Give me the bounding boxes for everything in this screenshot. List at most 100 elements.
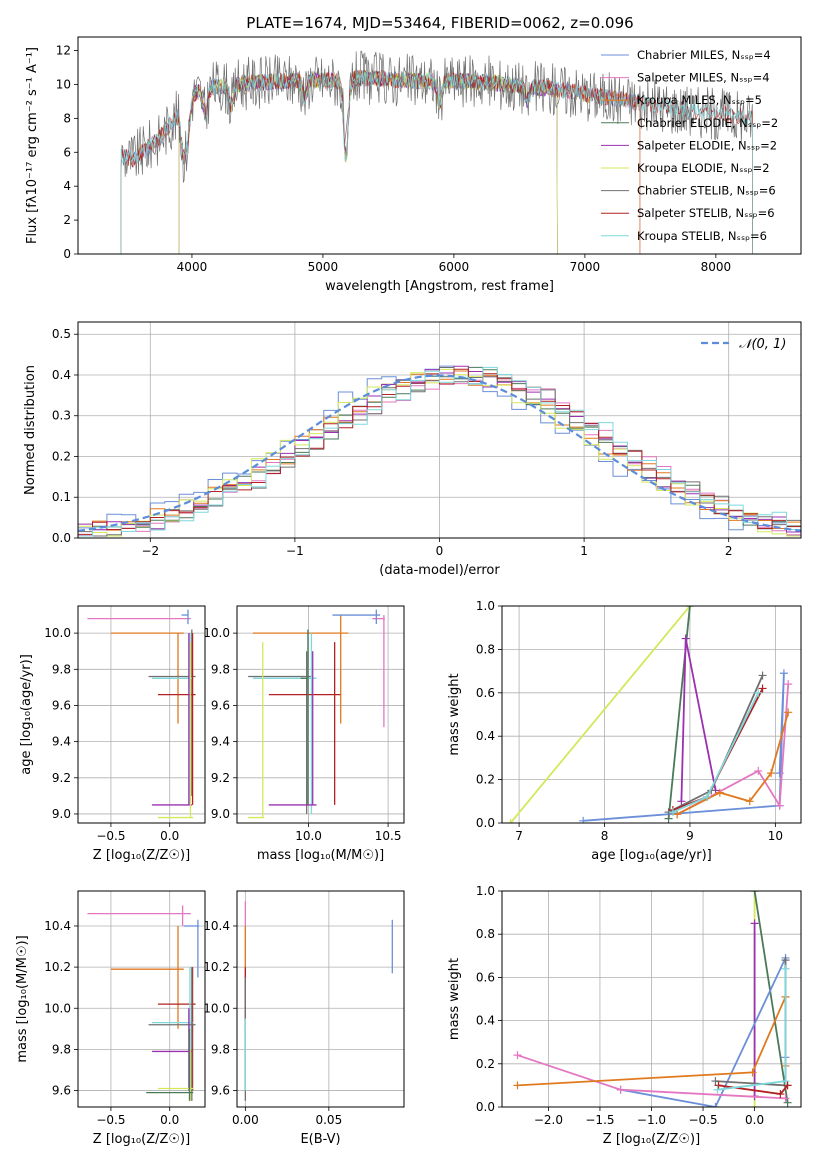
mass-vs-metallicity-panel: −0.5 0.0 9.6 9.8 10.0 10.2 10.4 Z [log₁₀(Z/Z☉)]… <box>15 890 206 1147</box>
weight-marker <box>748 1068 757 1077</box>
y-tick-label: 0.1 <box>52 490 71 504</box>
x-tick-label: −1.5 <box>585 1113 614 1127</box>
normal-curve <box>78 374 801 532</box>
weight-marker <box>781 956 790 965</box>
errorbar-salpeter-miles <box>87 905 191 926</box>
x-tick-label: 7000 <box>570 260 601 274</box>
y-tick-label: 10.4 <box>44 919 71 933</box>
weight-line-kroupa-elodie <box>509 606 691 823</box>
y-tick-label: 2 <box>63 213 71 227</box>
x-tick-label: 0.0 <box>160 829 179 843</box>
weight-line-chabrier-miles <box>583 673 785 822</box>
weight-marker <box>754 688 763 697</box>
axes-frame <box>501 605 802 824</box>
figure-title: PLATE=1674, MJD=53464, FIBERID=0062, z=0… <box>246 14 633 32</box>
legend-label-kroupa-stelib: Kroupa STELIB, Nₛₛₚ=6 <box>637 229 767 243</box>
y-tick-label: 10.0 <box>203 1001 230 1015</box>
y-tick-label: 10.4 <box>203 919 230 933</box>
plot-area <box>513 891 792 1107</box>
axes-frame <box>77 605 206 824</box>
plot-area <box>244 901 393 1101</box>
y-tick-label: 10.0 <box>44 1001 71 1015</box>
y-tick-label: 0.6 <box>476 970 495 984</box>
x-tick-label: 10.0 <box>295 829 322 843</box>
x-tick-label: −1.0 <box>637 1113 666 1127</box>
x-tick-label: 0.05 <box>315 1113 342 1127</box>
x-tick-label: 0 <box>436 544 444 558</box>
legend-label-salpeter-stelib: Salpeter STELIB, Nₛₛₚ=6 <box>637 206 775 220</box>
y-axis-label: mass weight <box>447 958 462 1040</box>
weight-marker <box>513 1051 522 1060</box>
weight-line-salpeter-elodie <box>680 638 717 802</box>
y-tick-label: 0.0 <box>52 531 71 545</box>
y-axis-label: Flux [fλ10⁻¹⁷ erg cm⁻² s⁻¹ A⁻¹] <box>25 47 40 244</box>
weight-marker <box>750 919 759 928</box>
errorbar-chabrier-miles <box>183 919 200 978</box>
y-tick-label: 0.5 <box>52 327 71 341</box>
x-tick-label: 0.0 <box>745 1113 764 1127</box>
weight-marker <box>616 1085 625 1094</box>
x-tick-label: −0.5 <box>96 829 125 843</box>
x-tick-label: 0.0 <box>160 1113 179 1127</box>
y-tick-label: 1.0 <box>476 599 495 613</box>
plot-area <box>87 609 196 819</box>
weight-marker <box>784 680 793 689</box>
y-tick-label: 0.4 <box>52 368 71 382</box>
y-tick-label: 9.4 <box>211 735 230 749</box>
weight-line-salpeter-miles <box>676 684 790 816</box>
weight-marker <box>758 684 767 693</box>
errorbar-kroupa-elodie <box>157 642 194 819</box>
plot-area <box>248 609 385 819</box>
y-tick-label: 9.8 <box>211 662 230 676</box>
spectrum-line-chabrier-miles <box>120 69 641 254</box>
legend-label-chabrier-miles: Chabrier MILES, Nₛₛₚ=4 <box>637 48 771 62</box>
y-tick-label: 9.4 <box>52 735 71 749</box>
errorbar-chabrier-stelib <box>148 629 196 796</box>
y-axis-label: mass weight <box>447 673 462 755</box>
legend-label-chabrier-elodie: Chabrier ELODIE, Nₛₛₚ=2 <box>637 116 778 130</box>
spectrum-line-salpeter-miles <box>120 69 641 254</box>
weight-marker <box>783 1081 792 1090</box>
axes-frame <box>236 890 405 1108</box>
axes-frame <box>236 605 405 824</box>
y-tick-label: 0.4 <box>476 729 495 743</box>
weight-marker <box>711 1103 720 1107</box>
weight-marker <box>758 671 767 680</box>
weight-marker <box>673 810 682 819</box>
y-tick-label: 0.8 <box>476 927 495 941</box>
y-tick-label: 0.0 <box>476 816 495 830</box>
weight-marker <box>711 1077 720 1086</box>
legend-label-kroupa-miles: Kroupa MILES, Nₛₛₚ=5 <box>637 93 762 107</box>
x-tick-label: 9 <box>686 829 694 843</box>
errorbar-salpeter-miles <box>372 615 385 728</box>
x-tick-label: −2.0 <box>534 1113 563 1127</box>
y-axis-label: Normed distribution <box>23 365 38 495</box>
errorbar-salpeter-elodie <box>268 651 317 806</box>
legend-label-salpeter-elodie: Salpeter ELODIE, Nₛₛₚ=2 <box>637 138 777 152</box>
y-tick-label: 0.8 <box>476 642 495 656</box>
y-tick-label: 9.8 <box>52 662 71 676</box>
plot-area <box>87 905 200 1101</box>
plot-area <box>78 365 801 538</box>
weight-marker <box>781 1094 790 1103</box>
y-tick-label: 0.6 <box>476 686 495 700</box>
weight-marker <box>750 891 759 895</box>
y-tick-label: 9.6 <box>52 698 71 712</box>
y-tick-label: 9.6 <box>211 698 230 712</box>
y-tick-label: 0.2 <box>476 1057 495 1071</box>
errorbar-chabrier-miles <box>332 609 381 625</box>
weight-line-chabrier-elodie <box>667 606 691 819</box>
y-tick-label: 9.8 <box>211 1042 230 1056</box>
y-tick-label: 9.0 <box>211 807 230 821</box>
y-tick-label: 9.6 <box>211 1084 230 1098</box>
x-tick-label: −0.5 <box>688 1113 717 1127</box>
weight-marker <box>703 792 712 801</box>
x-axis-label: age [log₁₀(age/yr)] <box>591 848 712 863</box>
weight-marker <box>754 766 763 775</box>
weight-marker <box>681 634 690 643</box>
axes-frame <box>77 36 802 255</box>
weight-marker <box>713 1085 722 1094</box>
weight-line-chabrier-elodie <box>753 891 789 1103</box>
weight-marker <box>579 816 588 823</box>
